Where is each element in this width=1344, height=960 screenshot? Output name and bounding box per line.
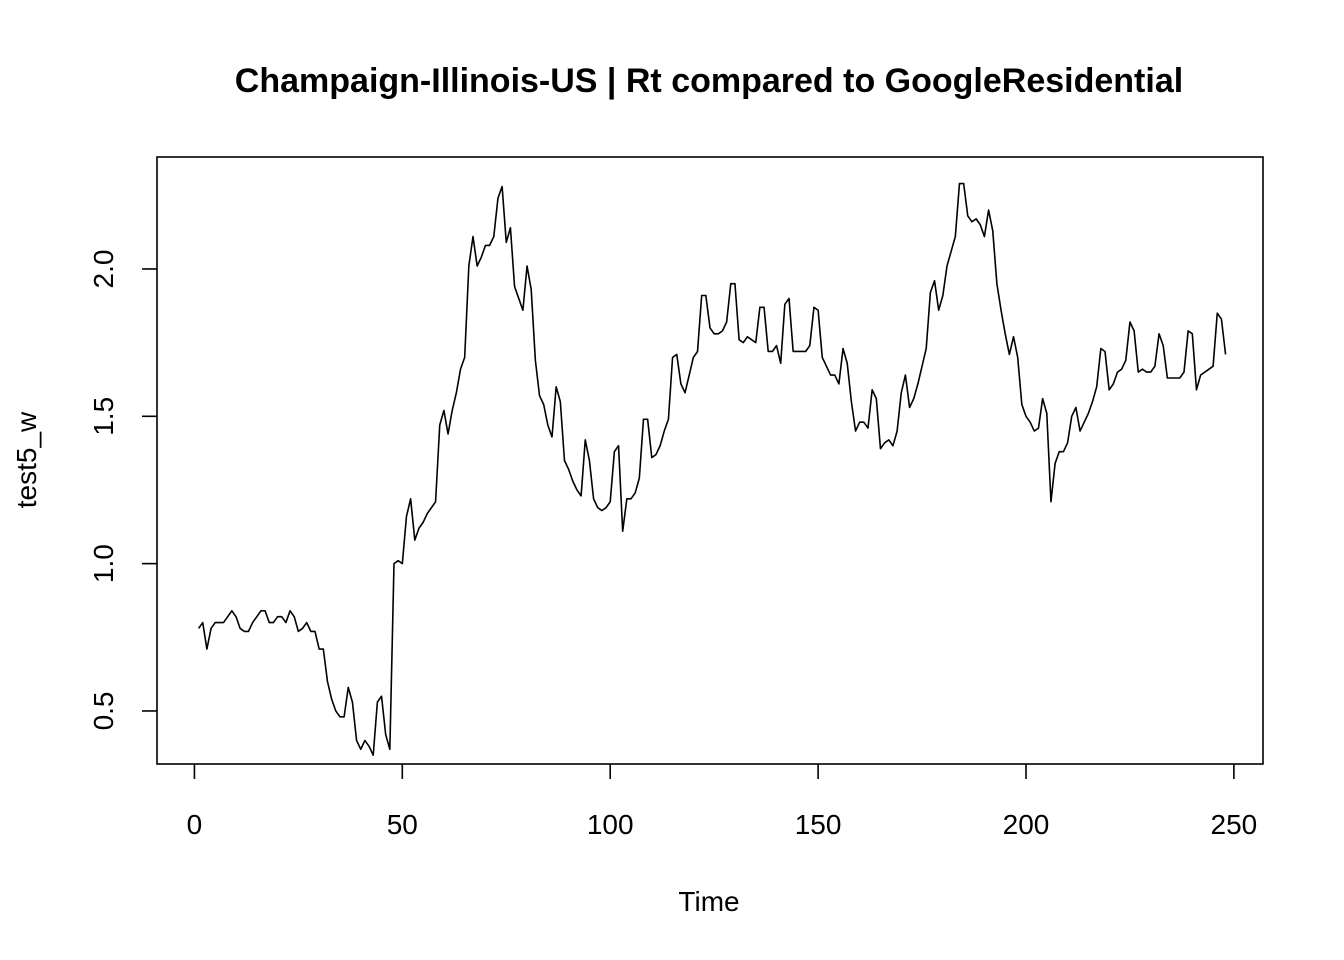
y-axis-label: test5_w (11, 411, 42, 508)
chart-title: Champaign-Illinois-US | Rt compared to G… (235, 62, 1183, 100)
x-axis: 0 50 100 150 200 250 (187, 764, 1258, 840)
y-axis: 0.5 1.0 1.5 2.0 (88, 250, 157, 730)
y-tick-label: 0.5 (88, 691, 119, 730)
x-tick-label: 250 (1211, 809, 1258, 840)
x-axis-label: Time (678, 886, 739, 917)
series-line (197, 182, 1227, 756)
y-tick-label: 1.0 (88, 544, 119, 583)
x-tick-label: 0 (187, 809, 203, 840)
x-tick-label: 200 (1003, 809, 1050, 840)
x-tick-label: 50 (387, 809, 418, 840)
x-tick-label: 100 (587, 809, 634, 840)
x-tick-label: 150 (795, 809, 842, 840)
y-tick-label: 2.0 (88, 250, 119, 289)
y-tick-label: 1.5 (88, 397, 119, 436)
plot-frame (156, 156, 1264, 765)
